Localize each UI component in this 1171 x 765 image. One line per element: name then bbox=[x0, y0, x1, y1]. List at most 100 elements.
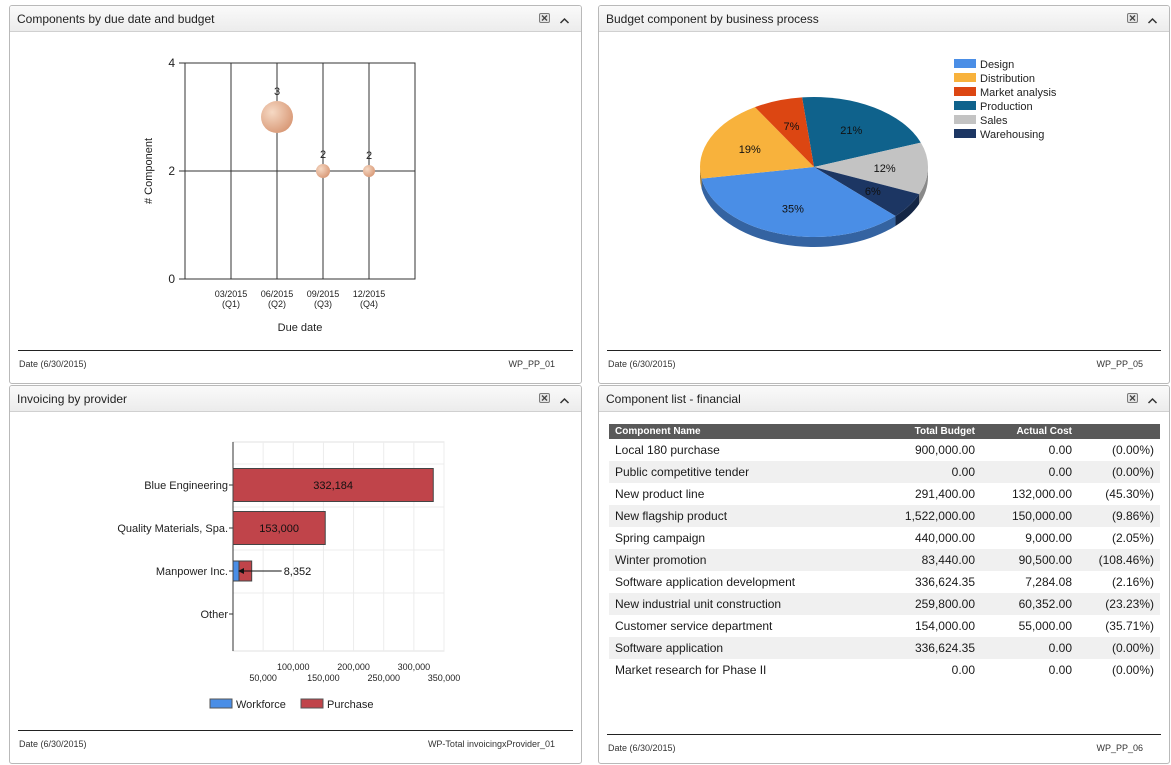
x-tick-label: (Q1) bbox=[222, 299, 240, 309]
table-row[interactable]: Winter promotion 83,440.00 90,500.00 (108.4… bbox=[609, 549, 1160, 571]
panel-footer: Date (6/30/2015) WP_PP_01 bbox=[18, 350, 573, 383]
panel-footer: Date (6/30/2015) WP_PP_06 bbox=[607, 734, 1161, 763]
table-row[interactable]: Customer service department 154,000.00 55,… bbox=[609, 615, 1160, 637]
x-tick-label: 09/2015 bbox=[307, 289, 340, 299]
cell-component-name: Market research for Phase II bbox=[615, 663, 767, 677]
legend-swatch bbox=[954, 101, 976, 110]
column-header-actual-cost[interactable]: Actual Cost bbox=[981, 424, 1078, 439]
close-icon[interactable] bbox=[539, 393, 550, 403]
table-row[interactable]: Public competitive tender 0.00 0.00 (0.00%) bbox=[609, 461, 1160, 483]
pie-data-label: 21% bbox=[840, 125, 862, 137]
cell-component-name: Software application development bbox=[615, 575, 796, 589]
cell-actual-cost: 60,352.00 bbox=[981, 593, 1078, 615]
cell-component-name: Local 180 purchase bbox=[615, 443, 720, 457]
close-icon[interactable] bbox=[1127, 393, 1138, 403]
table-row[interactable]: Spring campaign 440,000.00 9,000.00 (2.05%) bbox=[609, 527, 1160, 549]
footer-code: WP_PP_01 bbox=[508, 359, 555, 369]
panel-title: Budget component by business process bbox=[606, 12, 819, 26]
pie-slice-distribution bbox=[700, 107, 814, 179]
chevron-up-icon[interactable] bbox=[1147, 393, 1158, 404]
y-tick-label: 4 bbox=[168, 56, 175, 70]
cell-total-budget: 291,400.00 bbox=[914, 487, 975, 501]
legend-swatch bbox=[954, 73, 976, 82]
chevron-up-icon[interactable] bbox=[559, 393, 570, 404]
pie-data-label: 7% bbox=[784, 121, 800, 133]
panel-budget-by-business-process: Budget component by business process 21%… bbox=[598, 5, 1170, 384]
cell-percent: (2.16%) bbox=[1111, 575, 1154, 589]
pie-slice-side bbox=[700, 167, 702, 189]
table-row[interactable]: Local 180 purchase 900,000.00 0.00 (0.00%) bbox=[609, 439, 1160, 461]
cell-percent: (0.00%) bbox=[1111, 663, 1154, 677]
cell-actual-cost: 55,000.00 bbox=[1018, 619, 1072, 633]
panel-header: Budget component by business process bbox=[599, 6, 1169, 32]
x-tick-label: 12/2015 bbox=[353, 289, 386, 299]
chevron-up-icon[interactable] bbox=[559, 13, 570, 24]
table-row[interactable]: New product line 291,400.00 132,000.00 (45.… bbox=[609, 483, 1160, 505]
y-tick-label: 0 bbox=[168, 272, 175, 286]
footer-date: Date (6/30/2015) bbox=[19, 359, 87, 369]
data-label: 8,352 bbox=[284, 566, 312, 578]
x-tick-label: 03/2015 bbox=[215, 289, 248, 299]
cell-actual-cost: 132,000.00 bbox=[1011, 487, 1072, 501]
cell-actual-cost: 90,500.00 bbox=[981, 549, 1078, 571]
bar-purchase bbox=[232, 468, 434, 502]
cell-total-budget: 0.00 bbox=[871, 461, 981, 483]
pie-data-label: 6% bbox=[865, 186, 881, 198]
pie-slice-warehousing bbox=[814, 167, 920, 216]
pie-slice-market-analysis bbox=[754, 97, 814, 167]
x-tick-label: (Q4) bbox=[360, 299, 378, 309]
panel-header: Components by due date and budget bbox=[10, 6, 581, 32]
x-tick-label: 300,000 bbox=[398, 662, 431, 672]
cell-actual-cost: 9,000.00 bbox=[1025, 531, 1072, 545]
category-label: Manpower Inc. bbox=[156, 566, 228, 578]
legend-label: Purchase bbox=[327, 699, 373, 711]
cell-total-budget: 440,000.00 bbox=[914, 531, 975, 545]
legend-label: Production bbox=[980, 101, 1033, 113]
cell-total-budget: 259,800.00 bbox=[871, 593, 981, 615]
bubble-point bbox=[261, 101, 293, 133]
x-tick-label: 350,000 bbox=[428, 673, 461, 683]
x-tick-label: 150,000 bbox=[307, 673, 340, 683]
table-header-row: Component Name Total Budget Actual Cost bbox=[609, 424, 1160, 439]
table-row[interactable]: Software application 336,624.35 0.00 (0.00%… bbox=[609, 637, 1160, 659]
cell-component-name: Customer service department bbox=[615, 619, 773, 633]
panel-footer: Date (6/30/2015) WP-Total invoicingxProv… bbox=[18, 730, 573, 763]
column-header-component-name[interactable]: Component Name bbox=[609, 424, 871, 439]
cell-component-name: Winter promotion bbox=[609, 549, 871, 571]
panel-header: Component list - financial bbox=[599, 386, 1169, 412]
footer-date: Date (6/30/2015) bbox=[19, 739, 87, 749]
bubble-chart: 0 2 4 03/2015(Q1) 06/2015(Q2) 09/2015(Q3) 12/2… bbox=[143, 56, 416, 334]
category-label: Quality Materials, Spa. bbox=[117, 523, 228, 535]
cell-percent: (45.30%) bbox=[1105, 487, 1154, 501]
cell-total-budget: 154,000.00 bbox=[914, 619, 975, 633]
pie-chart: 21% 12% 6% 35% 19% 7% Design Distribution Market… bbox=[700, 59, 1057, 248]
column-header-total-budget[interactable]: Total Budget bbox=[871, 424, 981, 439]
footer-date: Date (6/30/2015) bbox=[608, 359, 676, 369]
x-tick-label: (Q2) bbox=[268, 299, 286, 309]
cell-total-budget: 0.00 bbox=[951, 663, 975, 677]
panel-footer: Date (6/30/2015) WP_PP_05 bbox=[607, 350, 1161, 383]
close-icon[interactable] bbox=[1127, 13, 1138, 23]
cell-actual-cost: 7,284.08 bbox=[1025, 575, 1072, 589]
cell-actual-cost: 150,000.00 bbox=[981, 505, 1078, 527]
cell-total-budget: 900,000.00 bbox=[914, 443, 975, 457]
table-row[interactable]: Market research for Phase II 0.00 0.00 (0.0… bbox=[609, 659, 1160, 681]
close-icon[interactable] bbox=[539, 13, 550, 23]
data-label: 3 bbox=[274, 86, 280, 98]
category-label: Blue Engineering bbox=[144, 480, 228, 492]
chevron-up-icon[interactable] bbox=[1147, 13, 1158, 24]
component-table: Component Name Total Budget Actual Cost … bbox=[609, 424, 1160, 681]
table-row[interactable]: New industrial unit construction 259,800.… bbox=[609, 593, 1160, 615]
table-row[interactable]: Software application development 336,624.… bbox=[609, 571, 1160, 593]
legend-label: Warehousing bbox=[980, 129, 1044, 141]
table-row[interactable]: New flagship product 1,522,000.00 150,000.… bbox=[609, 505, 1160, 527]
data-label: 153,000 bbox=[259, 523, 299, 535]
panel-title: Components by due date and budget bbox=[17, 12, 215, 26]
horizontal-bar-chart: Blue Engineering 332,184 Quality Materials… bbox=[117, 441, 461, 711]
pie-slice-production bbox=[802, 97, 921, 167]
footer-date: Date (6/30/2015) bbox=[608, 743, 676, 753]
x-tick-label: 200,000 bbox=[337, 662, 370, 672]
panel-components-by-due-date: Components by due date and budget 0 2 4 03/… bbox=[9, 5, 582, 384]
x-axis-title: Due date bbox=[278, 322, 323, 334]
y-tick-label: 2 bbox=[168, 164, 175, 178]
